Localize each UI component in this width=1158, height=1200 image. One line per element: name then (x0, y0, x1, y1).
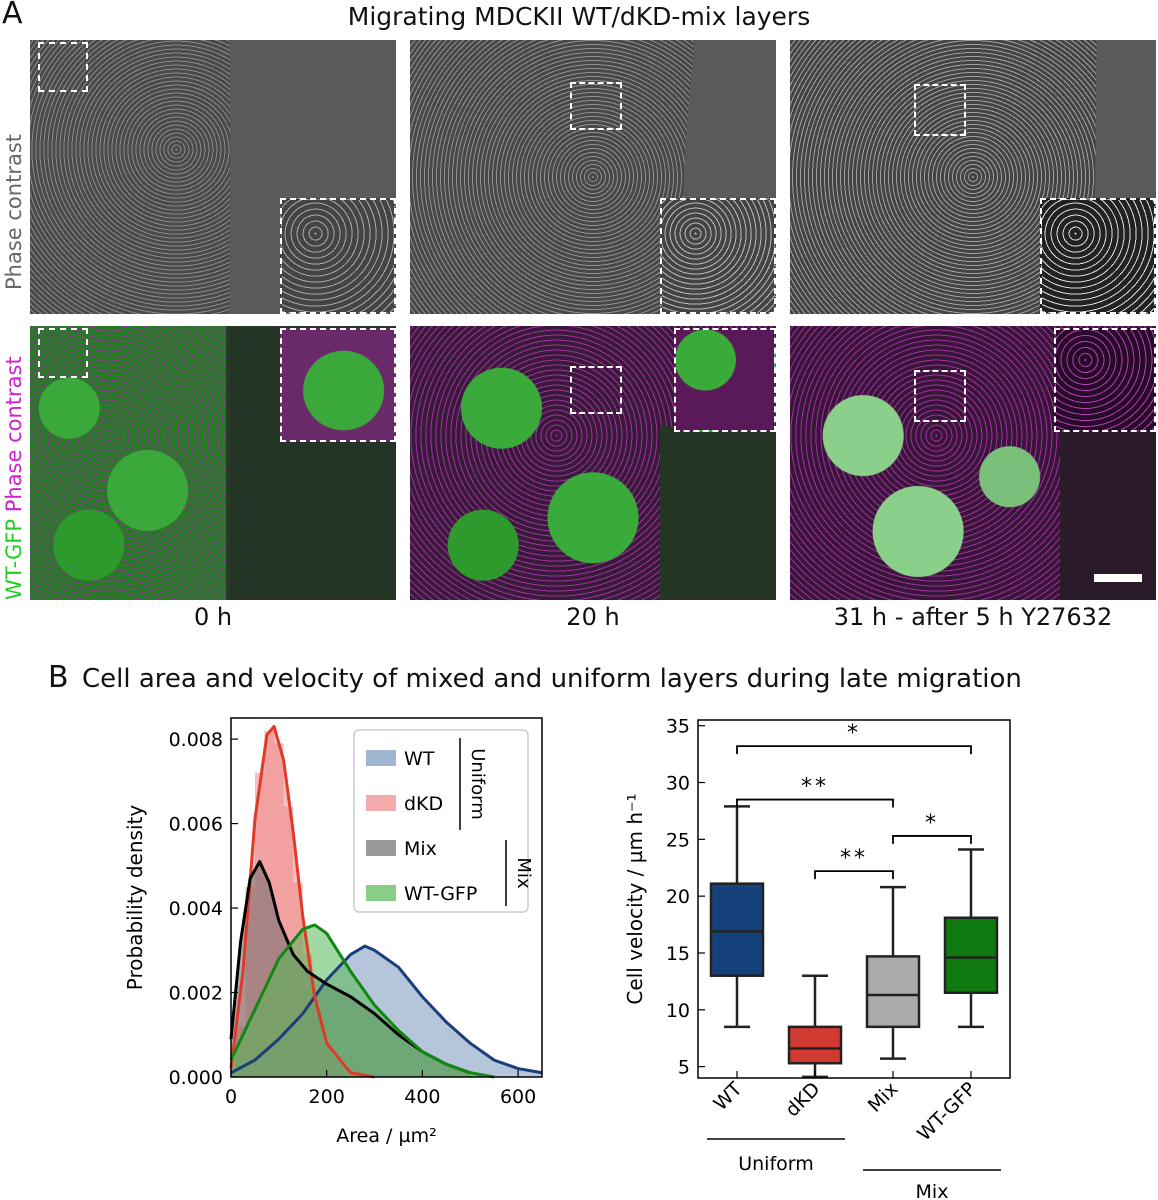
scale-bar (1094, 574, 1142, 582)
significance-bracket (736, 745, 972, 755)
panel-a-letter: A (2, 0, 23, 31)
group-label: Uniform (738, 1153, 814, 1175)
time-label-31h: 31 h - after 5 h Y27632 (833, 603, 1113, 631)
y-axis-label: Probability density (123, 805, 147, 991)
y-tick-label: 0.006 (169, 814, 223, 836)
legend-swatch (366, 840, 396, 856)
legend-group-label: Uniform (467, 748, 488, 820)
group-label: Mix (916, 1181, 949, 1200)
significance-label: * (847, 721, 861, 746)
significance-label: ** (840, 846, 868, 871)
y-tick-label: 25 (666, 829, 690, 851)
significance-label: * (925, 811, 939, 836)
panel-a-title: Migrating MDCKII WT/dKD-mix layers (347, 2, 811, 31)
box-wt (709, 882, 765, 977)
significance-label: ** (801, 775, 829, 800)
legend-label: dKD (404, 793, 443, 815)
y-tick-label: 35 (666, 716, 690, 738)
y-tick-label: 0.000 (169, 1067, 223, 1089)
micrograph-phase-20h (410, 40, 776, 314)
legend-group-label: Mix (513, 857, 534, 889)
density-curve-dkd (229, 724, 375, 1079)
row-label-overlay-phase: Phase contrast (2, 356, 26, 513)
time-label-0h: 0 h (193, 603, 233, 631)
significance-bracket (736, 798, 894, 808)
legend-box (353, 729, 529, 913)
x-tick-label: Mix (864, 1078, 903, 1117)
row-label-wt-gfp: WT-GFP (2, 518, 26, 600)
y-axis-label: Cell velocity / µm h⁻¹ (623, 793, 647, 1004)
y-tick-label: 20 (666, 886, 690, 908)
legend-swatch (366, 750, 396, 766)
time-label-20h: 20 h (566, 603, 620, 631)
x-tick-label: 0 (225, 1086, 237, 1108)
density-curve-wt-gfp (229, 923, 495, 1079)
legend-label: WT (404, 748, 435, 770)
plot-frame (697, 719, 1011, 1079)
x-tick-label: WT-GFP (913, 1078, 980, 1145)
y-tick-label: 30 (666, 773, 690, 795)
x-tick-label: 200 (309, 1086, 345, 1108)
micrograph-phase-31h (790, 40, 1156, 314)
plot-frame (230, 717, 543, 1078)
box-mix (865, 955, 921, 1029)
x-tick-label: 600 (500, 1086, 536, 1108)
micrograph-overlay-31h (790, 326, 1156, 600)
significance-bracket (814, 870, 894, 880)
density-area-wt-gfp (231, 924, 495, 1077)
x-axis-label: Area / µm² (336, 1125, 436, 1147)
legend-swatch (366, 795, 396, 811)
y-tick-label: 0.004 (169, 898, 223, 920)
y-tick-label: 10 (666, 1000, 690, 1022)
x-tick-label: 400 (404, 1086, 440, 1108)
micrograph-overlay-20h (410, 326, 776, 600)
area-density-chart: 0 200 400 600 0.000 0.002 0.004 0.006 0.008 Area … (123, 717, 543, 1147)
legend-label: Mix (404, 838, 437, 860)
legend-label: WT-GFP (404, 883, 477, 905)
micrograph-overlay-0h (30, 326, 396, 600)
y-tick-label: 5 (678, 1057, 690, 1079)
y-tick-label: 15 (666, 943, 690, 965)
micrograph-phase-0h (30, 40, 396, 314)
y-tick-label: 0.002 (169, 983, 223, 1005)
density-curve-wt (230, 944, 543, 1075)
box-dkd (787, 1025, 843, 1065)
x-tick-label: dKD (781, 1078, 824, 1121)
row-label-overlay: WT-GFP Phase contrast (2, 356, 26, 600)
panel-b-title: Cell area and velocity of mixed and unif… (82, 664, 1022, 694)
panel-b-letter: B (48, 660, 69, 695)
y-tick-label: 0.008 (169, 729, 223, 751)
significance-bracket (892, 835, 972, 844)
x-tick-label: WT (709, 1078, 746, 1115)
legend-swatch (366, 885, 396, 901)
row-label-phase-contrast: Phase contrast (2, 134, 26, 290)
box-wt-gfp (943, 916, 999, 995)
